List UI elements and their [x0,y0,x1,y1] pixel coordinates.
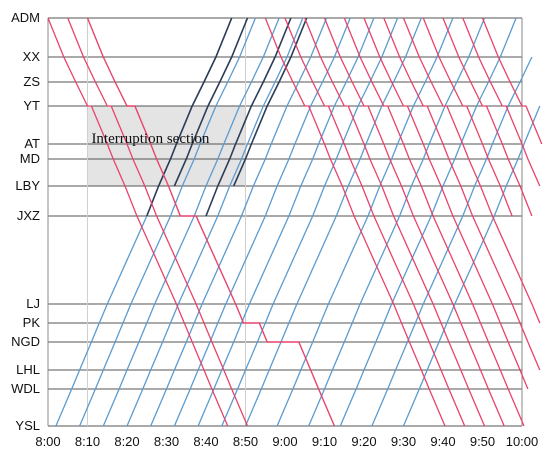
time-tick-900: 9:00 [272,434,297,449]
time-tick-810: 8:10 [75,434,100,449]
down-train-13 [481,17,543,145]
station-label-adm: ADM [11,10,40,25]
time-tick-1000: 10:00 [506,434,539,449]
up-train-4 [150,17,328,427]
station-label-lhl: LHL [16,362,40,377]
up-train-9 [276,17,454,427]
up-train-12 [371,56,533,427]
station-label-yt: YT [23,98,40,113]
time-tick-label-layer: 8:00 8:10 8:20 8:30 8:40 8:50 9:00 9:10 9:20 9:30… [35,434,538,449]
adjusted-up-train-0 [146,17,233,217]
interruption-label: Interruption section [91,131,209,147]
down-train-1 [67,17,249,427]
interruption-shade-layer [87,106,246,186]
down-train-8 [383,17,541,371]
station-label-jxz: JXZ [17,208,40,223]
time-tick-910: 9:10 [312,434,337,449]
time-tick-840: 8:40 [193,434,218,449]
up-train-5 [173,17,351,427]
up-train-8 [244,17,422,427]
down-train-11 [442,17,533,217]
time-tick-920: 9:20 [351,434,376,449]
time-tick-930: 9:30 [391,434,416,449]
up-train-1 [79,17,257,427]
time-tick-950: 9:50 [470,434,495,449]
time-tick-830: 8:30 [154,434,179,449]
station-grid-layer [47,17,523,427]
station-label-lby: LBY [15,178,40,193]
station-label-ysl: YSL [15,418,40,433]
time-tick-800: 8:00 [35,434,60,449]
interruption-section [87,106,246,186]
up-train-3 [126,17,304,427]
turnback-up-train-1 [232,17,308,187]
down-train-layer [47,17,543,427]
down-train-7 [363,17,529,390]
down-train-10 [422,17,513,217]
station-label-zs: ZS [23,74,40,89]
down-train-6 [343,17,525,427]
up-train-2 [102,17,280,427]
station-label-xx: XX [23,49,41,64]
station-label-pk: PK [23,315,41,330]
up-train-11 [339,17,517,427]
down-train-4 [304,17,486,427]
up-train-6 [197,17,375,427]
down-train-5 [323,17,505,427]
adjusted-up-train-1 [205,17,292,217]
down-train-0 [47,17,229,427]
up-train-7 [221,17,399,427]
time-tick-820: 8:20 [114,434,139,449]
up-train-10 [308,17,486,427]
down-train-12 [462,17,541,187]
station-label-ngd: NGD [11,334,40,349]
down-train-9 [402,17,541,324]
down-train-3 [284,17,466,427]
station-label-md: MD [20,151,40,166]
down-train-2 [264,17,446,427]
delayed-down-train [86,17,336,427]
time-tick-850: 8:50 [233,434,258,449]
turnback-up-train-0 [173,17,249,187]
up-train-layer [55,17,541,427]
station-label-lj: LJ [26,296,40,311]
station-label-wdl: WDL [11,381,40,396]
station-label-at: AT [24,136,40,151]
time-tick-940: 9:40 [430,434,455,449]
